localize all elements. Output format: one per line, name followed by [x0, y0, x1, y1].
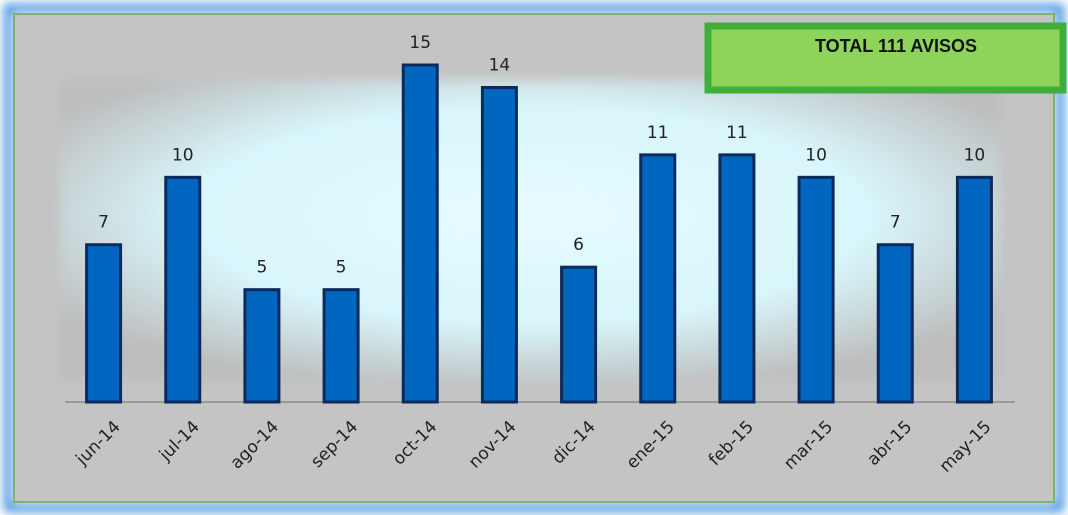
data-label: 10: [964, 145, 986, 165]
annotation-box: [704, 22, 1067, 94]
bar: [639, 153, 677, 404]
data-label: 10: [805, 145, 827, 165]
data-label: 10: [172, 145, 194, 165]
data-label: 14: [489, 55, 511, 75]
bar: [560, 265, 598, 404]
bar: [797, 175, 835, 404]
bar: [480, 85, 518, 404]
data-label: 7: [98, 213, 109, 233]
data-label: 5: [257, 258, 268, 278]
bar: [243, 288, 281, 404]
bar: [876, 243, 914, 404]
bar: [85, 243, 123, 404]
bar: [401, 63, 439, 404]
plot-glow: [60, 80, 1000, 380]
data-label: 6: [573, 235, 584, 255]
bar: [718, 153, 756, 404]
annotation: TOTAL 111 AVISOS: [815, 36, 977, 56]
data-label: 5: [336, 258, 347, 278]
bar: [322, 288, 360, 404]
bar: [955, 175, 993, 404]
data-label: 11: [647, 123, 669, 143]
data-label: 7: [890, 213, 901, 233]
data-label: 11: [726, 123, 748, 143]
data-label: 15: [409, 33, 431, 53]
bar: [164, 175, 202, 404]
frame-glow: [4, 4, 1064, 512]
